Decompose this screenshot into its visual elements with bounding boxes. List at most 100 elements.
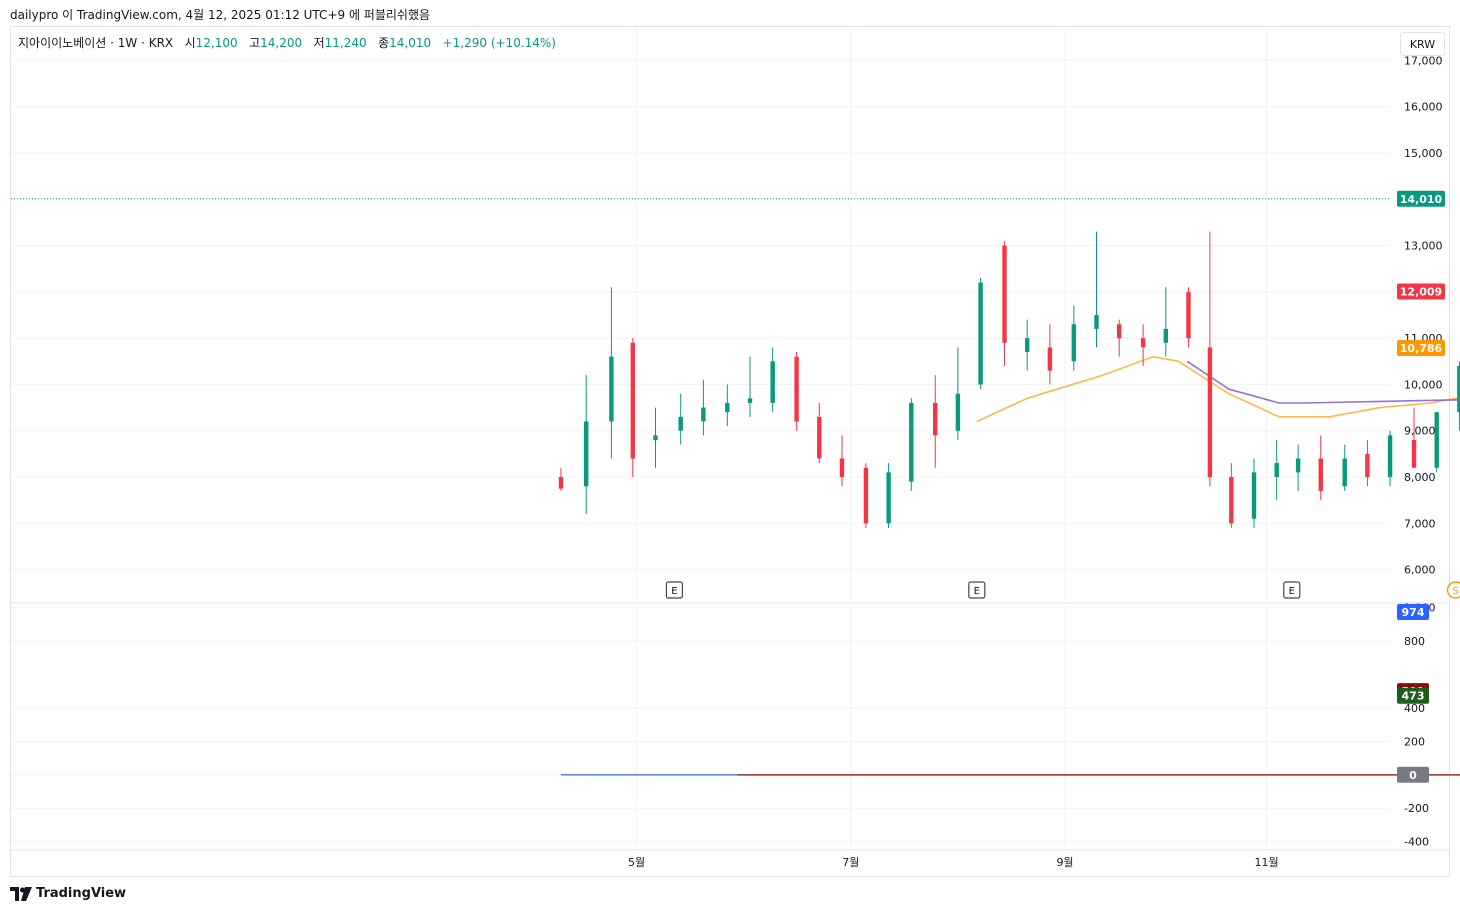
- symbol-name: 지아이이노베이션 · 1W · KRX: [18, 36, 174, 50]
- time-tick-label: 5월: [628, 856, 645, 869]
- indicator-tick-label: 800: [1404, 635, 1425, 648]
- earnings-marker: [968, 581, 986, 599]
- symbol-legend: 지아이이노베이션 · 1W · KRX 시12,100 고14,200 저11,…: [18, 34, 556, 51]
- open-value: 12,100: [195, 36, 238, 50]
- split-marker-label: S: [1452, 586, 1458, 597]
- earnings-marker-label: E: [974, 586, 980, 597]
- indicator-grid: [11, 606, 1390, 850]
- candle-body: [1251, 472, 1257, 519]
- event-markers: EEESEEEEESS: [665, 581, 1460, 599]
- candle-body: [1318, 458, 1323, 491]
- time-axis: 5월7월9월11월20243월5월7월9월11월20253월5월: [11, 849, 1449, 869]
- currency-button[interactable]: KRW: [1400, 32, 1445, 56]
- indicator-value-text: 473: [1402, 690, 1425, 703]
- price-tick-label: 15,000: [1404, 147, 1443, 160]
- low-label: 저: [313, 36, 325, 50]
- close-value: 14,010: [389, 36, 432, 50]
- candle-body: [1365, 453, 1370, 478]
- candle-body: [609, 356, 614, 422]
- tradingview-logo-icon: [10, 886, 32, 901]
- high-value: 14,200: [260, 36, 303, 50]
- close-label: 종: [378, 36, 390, 50]
- price-axis: 6,0007,0008,0009,00010,00011,00012,00013…: [1404, 54, 1443, 576]
- candle-body: [1229, 477, 1234, 524]
- candle-body: [909, 402, 914, 482]
- candle-body: [1207, 347, 1213, 478]
- price-tick-label: 16,000: [1404, 101, 1443, 114]
- footer-brand: TradingView: [36, 886, 127, 901]
- candle-body: [630, 342, 636, 459]
- price-value-badge: [1397, 283, 1445, 300]
- time-tick-label: 11월: [1255, 856, 1279, 869]
- earnings-marker-label: E: [1289, 586, 1295, 597]
- candle-body: [1002, 245, 1007, 343]
- price-value-text: 12,009: [1400, 285, 1442, 298]
- candle-body: [725, 402, 730, 413]
- candle-body: [558, 477, 564, 489]
- candle-body: [1047, 347, 1053, 371]
- ma-long-line: [976, 355, 1460, 423]
- price-tick-label: 7,000: [1404, 517, 1436, 530]
- candle-body: [1457, 365, 1460, 413]
- earnings-marker: [1283, 581, 1301, 599]
- price-tick-label: 13,000: [1404, 240, 1443, 253]
- candle-body: [1387, 435, 1393, 478]
- candle-body: [653, 435, 658, 440]
- candle-body: [1342, 458, 1347, 487]
- price-tick-label: 6,000: [1404, 564, 1436, 577]
- publish-attribution: dailypro 이 TradingView.com, 4월 12, 2025 …: [10, 8, 431, 22]
- candle-body: [1025, 338, 1030, 353]
- candles: [558, 231, 1460, 528]
- candle-body: [1163, 328, 1168, 343]
- price-tick-label: 9,000: [1404, 425, 1436, 438]
- indicator-value-badge: [1397, 604, 1429, 621]
- candle-body: [886, 472, 891, 524]
- indicator-value-badge: [1397, 687, 1429, 704]
- price-value-text: 14,010: [1400, 193, 1443, 206]
- indicator-axis: -400-20002004008001,000: [1404, 602, 1436, 849]
- candle-body: [863, 467, 869, 524]
- price-tick-label: 17,000: [1404, 54, 1443, 67]
- price-value-badge: [1397, 340, 1445, 357]
- time-tick-label: 7월: [842, 856, 859, 869]
- change-value: +1,290 (+10.14%): [442, 36, 556, 50]
- indicator-tick-label: -400: [1404, 836, 1429, 849]
- candle-body: [701, 407, 706, 422]
- open-label: 시: [184, 36, 196, 50]
- candle-body: [1186, 291, 1191, 339]
- candle-body: [1116, 324, 1122, 339]
- macd-lines: [561, 774, 1460, 776]
- candle-body: [794, 356, 799, 422]
- indicator-value-badge: [1397, 766, 1429, 783]
- high-label: 고: [249, 36, 261, 50]
- signal-line: [737, 774, 1460, 776]
- candle-body: [584, 421, 589, 487]
- earnings-marker-label: E: [671, 586, 677, 597]
- chart-frame: [10, 26, 1450, 877]
- candle-body: [933, 402, 938, 436]
- ma-down-line: [1186, 360, 1460, 404]
- candle-body: [978, 282, 983, 385]
- macd-line: [561, 774, 1460, 776]
- price-value-text: 10,786: [1400, 342, 1443, 355]
- indicator-value-text: 0: [1409, 769, 1417, 782]
- earnings-marker: [665, 581, 684, 599]
- candle-body: [1274, 463, 1279, 478]
- candle-body: [747, 398, 753, 403]
- indicator-value-labels: 9745014730: [1397, 604, 1429, 783]
- moving-average-lines: [976, 355, 1460, 423]
- candle-body: [1140, 338, 1146, 348]
- indicator-tick-label: 200: [1404, 735, 1425, 748]
- price-value-labels: 14,010 12,009 10,786: [1397, 190, 1445, 357]
- candle-body: [817, 416, 822, 459]
- candle-body: [1411, 439, 1417, 468]
- price-grid: [11, 28, 1390, 602]
- candle-body: [839, 458, 845, 478]
- candle-body: [955, 393, 961, 431]
- price-tick-label: 8,000: [1404, 471, 1436, 484]
- indicator-tick-label: -200: [1404, 802, 1429, 815]
- low-value: 11,240: [324, 36, 367, 50]
- indicator-tick-label: 400: [1404, 702, 1425, 715]
- split-marker: [1446, 581, 1460, 599]
